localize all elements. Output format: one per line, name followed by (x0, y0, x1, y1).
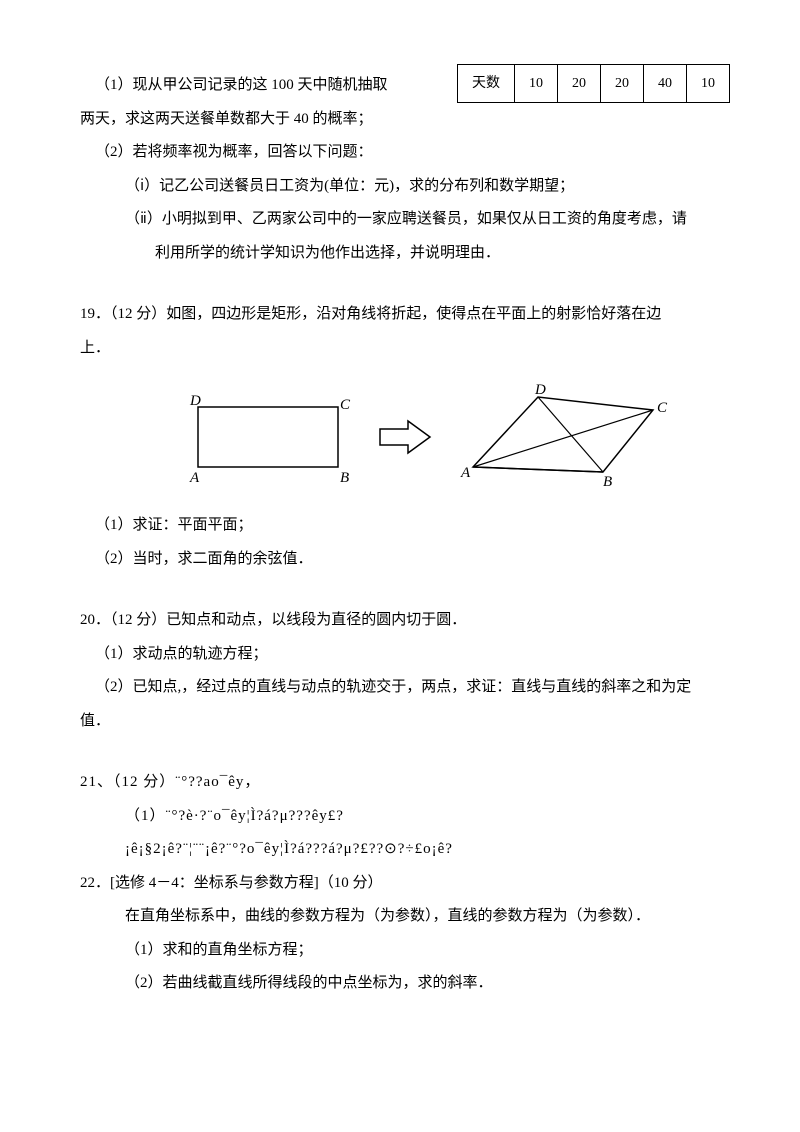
table-cell: 40 (644, 65, 687, 103)
q21-part2: ¡ê¡§2¡ê?¨¦¨¨¡ê?¨°?o¯êy¦Ì?á???á?μ?£??⊙?÷£… (80, 834, 730, 866)
q19-figure: D C A B D C A B (120, 382, 730, 492)
label-c: C (340, 397, 351, 413)
table-cell: 10 (687, 65, 730, 103)
q21-part1: （1）¨°?è·?¨o¯êy¦Ì?á?μ???êy£? (80, 801, 730, 833)
q18-part2-ii-a: （ⅱ）小明拟到甲、乙两家公司中的一家应聘送餐员，如果仅从日工资的角度考虑，请 (80, 204, 730, 236)
table-header: 天数 (458, 65, 515, 103)
q21-stem: 21、（12 分）¨°??ao¯êy， (80, 767, 730, 799)
table-cell: 20 (601, 65, 644, 103)
q19-stem-a: 19．（12 分）如图，四边形是矩形，沿对角线将折起，使得点在平面上的射影恰好落… (80, 299, 730, 331)
label-c2: C (657, 400, 668, 416)
q18-part2: （2）若将频率视为概率，回答以下问题： (80, 137, 730, 169)
q22-stem: 22．[选修 4－4：坐标系与参数方程]（10 分） (80, 868, 730, 900)
q18-part1-b: 两天，求这两天送餐单数都大于 40 的概率； (80, 104, 730, 136)
q19-part2: （2）当时，求二面角的余弦值． (80, 544, 730, 576)
days-table: 天数 10 20 20 40 10 (457, 64, 730, 103)
q20-part2-a: （2）已知点,，经过点的直线与动点的轨迹交于，两点，求证：直线与直线的斜率之和为… (80, 672, 730, 704)
q22-part2: （2）若曲线截直线所得线段的中点坐标为，求的斜率． (80, 968, 730, 1000)
label-b: B (340, 470, 349, 486)
arrow-icon (378, 417, 433, 457)
q20-part2-b: 值． (80, 706, 730, 738)
table-cell: 10 (515, 65, 558, 103)
rectangle-diagram: D C A B (178, 387, 358, 487)
folded-diagram: D C A B (453, 382, 673, 492)
q18-part2-i: （ⅰ）记乙公司送餐员日工资为(单位：元)，求的分布列和数学期望； (80, 171, 730, 203)
q22-body: 在直角坐标系中，曲线的参数方程为（为参数），直线的参数方程为（为参数）． (80, 901, 730, 933)
q20-stem: 20．（12 分）已知点和动点，以线段为直径的圆内切于圆． (80, 605, 730, 637)
q22-part1: （1）求和的直角坐标方程； (80, 935, 730, 967)
table-cell: 20 (558, 65, 601, 103)
q19-stem-b: 上． (80, 333, 730, 365)
label-b2: B (603, 474, 612, 490)
q20-part1: （1）求动点的轨迹方程； (80, 639, 730, 671)
q18-part2-ii-b: 利用所学的统计学知识为他作出选择，并说明理由． (80, 238, 730, 270)
label-d2: D (534, 382, 546, 398)
label-d: D (189, 393, 201, 409)
q19-part1: （1）求证：平面平面； (80, 510, 730, 542)
label-a2: A (460, 465, 471, 481)
label-a: A (189, 470, 200, 486)
